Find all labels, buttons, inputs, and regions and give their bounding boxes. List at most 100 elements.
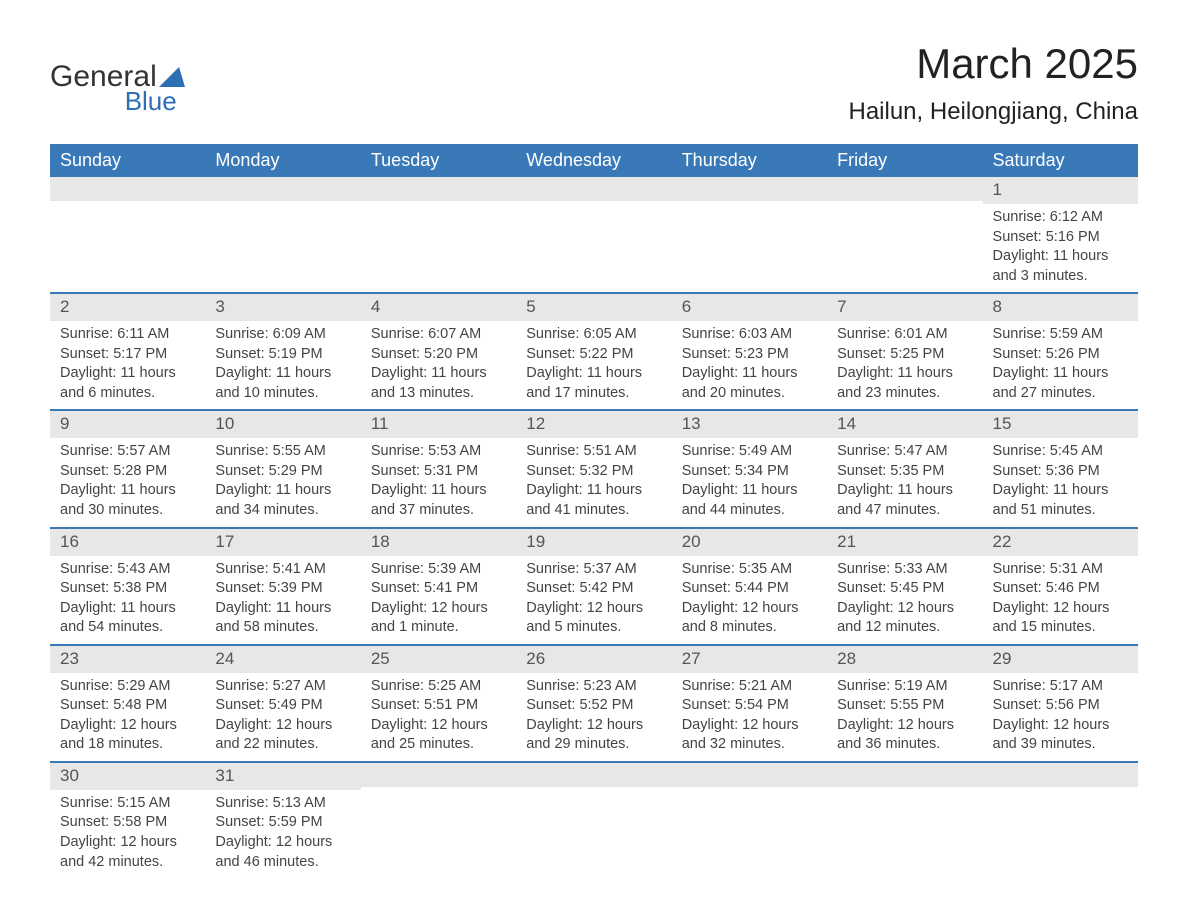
day-details [361, 201, 516, 281]
daylight-line-1: Daylight: 11 hours [60, 481, 195, 501]
day-number: 29 [983, 646, 1138, 673]
daylight-line-1: Daylight: 12 hours [215, 833, 350, 853]
sunset-line: Sunset: 5:32 PM [526, 462, 661, 482]
sunrise-line: Sunrise: 5:33 AM [837, 560, 972, 580]
day-details: Sunrise: 5:31 AMSunset: 5:46 PMDaylight:… [983, 556, 1138, 644]
day-details: Sunrise: 5:35 AMSunset: 5:44 PMDaylight:… [672, 556, 827, 644]
day-number: 12 [516, 411, 671, 438]
day-number: 1 [983, 177, 1138, 204]
day-number [672, 763, 827, 787]
calendar-day: 7Sunrise: 6:01 AMSunset: 5:25 PMDaylight… [827, 294, 982, 409]
day-number [361, 177, 516, 201]
day-details: Sunrise: 5:19 AMSunset: 5:55 PMDaylight:… [827, 673, 982, 761]
calendar-day-empty [827, 177, 982, 292]
day-number: 18 [361, 529, 516, 556]
calendar-day-empty [205, 177, 360, 292]
day-details: Sunrise: 5:27 AMSunset: 5:49 PMDaylight:… [205, 673, 360, 761]
calendar: SundayMondayTuesdayWednesdayThursdayFrid… [50, 144, 1138, 878]
sunrise-line: Sunrise: 5:49 AM [682, 442, 817, 462]
day-details: Sunrise: 6:07 AMSunset: 5:20 PMDaylight:… [361, 321, 516, 409]
sunrise-line: Sunrise: 5:31 AM [993, 560, 1128, 580]
calendar-day: 13Sunrise: 5:49 AMSunset: 5:34 PMDayligh… [672, 411, 827, 526]
sunset-line: Sunset: 5:16 PM [993, 228, 1128, 248]
column-header: Thursday [672, 144, 827, 177]
sunrise-line: Sunrise: 6:01 AM [837, 325, 972, 345]
sunrise-line: Sunrise: 5:13 AM [215, 794, 350, 814]
daylight-line-2: and 20 minutes. [682, 384, 817, 404]
sunset-line: Sunset: 5:28 PM [60, 462, 195, 482]
day-number [361, 763, 516, 787]
sunrise-line: Sunrise: 5:41 AM [215, 560, 350, 580]
sunrise-line: Sunrise: 5:21 AM [682, 677, 817, 697]
day-number: 20 [672, 529, 827, 556]
day-number: 14 [827, 411, 982, 438]
daylight-line-2: and 36 minutes. [837, 735, 972, 755]
daylight-line-2: and 37 minutes. [371, 501, 506, 521]
daylight-line-2: and 41 minutes. [526, 501, 661, 521]
day-number: 24 [205, 646, 360, 673]
daylight-line-1: Daylight: 11 hours [682, 364, 817, 384]
sunset-line: Sunset: 5:31 PM [371, 462, 506, 482]
column-header: Tuesday [361, 144, 516, 177]
sunrise-line: Sunrise: 6:05 AM [526, 325, 661, 345]
calendar-week: 16Sunrise: 5:43 AMSunset: 5:38 PMDayligh… [50, 529, 1138, 646]
daylight-line-1: Daylight: 11 hours [993, 481, 1128, 501]
sunset-line: Sunset: 5:46 PM [993, 579, 1128, 599]
calendar-header-row: SundayMondayTuesdayWednesdayThursdayFrid… [50, 144, 1138, 177]
sunrise-line: Sunrise: 6:09 AM [215, 325, 350, 345]
day-details: Sunrise: 6:03 AMSunset: 5:23 PMDaylight:… [672, 321, 827, 409]
daylight-line-2: and 54 minutes. [60, 618, 195, 638]
page-title: March 2025 [848, 40, 1138, 88]
day-details [672, 787, 827, 797]
daylight-line-2: and 46 minutes. [215, 853, 350, 873]
daylight-line-2: and 44 minutes. [682, 501, 817, 521]
day-details [205, 201, 360, 281]
daylight-line-2: and 34 minutes. [215, 501, 350, 521]
calendar-day: 15Sunrise: 5:45 AMSunset: 5:36 PMDayligh… [983, 411, 1138, 526]
day-details: Sunrise: 5:47 AMSunset: 5:35 PMDaylight:… [827, 438, 982, 526]
day-number: 27 [672, 646, 827, 673]
day-number [827, 177, 982, 201]
calendar-week: 2Sunrise: 6:11 AMSunset: 5:17 PMDaylight… [50, 294, 1138, 411]
daylight-line-1: Daylight: 12 hours [993, 716, 1128, 736]
daylight-line-2: and 42 minutes. [60, 853, 195, 873]
day-details [827, 787, 982, 797]
day-details: Sunrise: 5:23 AMSunset: 5:52 PMDaylight:… [516, 673, 671, 761]
sunset-line: Sunset: 5:26 PM [993, 345, 1128, 365]
daylight-line-2: and 39 minutes. [993, 735, 1128, 755]
day-details: Sunrise: 5:57 AMSunset: 5:28 PMDaylight:… [50, 438, 205, 526]
sunrise-line: Sunrise: 6:12 AM [993, 208, 1128, 228]
calendar-day: 8Sunrise: 5:59 AMSunset: 5:26 PMDaylight… [983, 294, 1138, 409]
calendar-week: 30Sunrise: 5:15 AMSunset: 5:58 PMDayligh… [50, 763, 1138, 878]
sunrise-line: Sunrise: 5:23 AM [526, 677, 661, 697]
sail-icon [159, 67, 185, 87]
daylight-line-1: Daylight: 12 hours [993, 599, 1128, 619]
daylight-line-1: Daylight: 12 hours [371, 599, 506, 619]
daylight-line-2: and 18 minutes. [60, 735, 195, 755]
brand-name-left: General [50, 62, 157, 92]
sunset-line: Sunset: 5:25 PM [837, 345, 972, 365]
calendar-day: 18Sunrise: 5:39 AMSunset: 5:41 PMDayligh… [361, 529, 516, 644]
daylight-line-2: and 29 minutes. [526, 735, 661, 755]
day-details [983, 787, 1138, 797]
daylight-line-1: Daylight: 11 hours [837, 481, 972, 501]
day-details: Sunrise: 5:29 AMSunset: 5:48 PMDaylight:… [50, 673, 205, 761]
day-details: Sunrise: 5:43 AMSunset: 5:38 PMDaylight:… [50, 556, 205, 644]
day-details: Sunrise: 5:53 AMSunset: 5:31 PMDaylight:… [361, 438, 516, 526]
day-details [361, 787, 516, 797]
calendar-day: 26Sunrise: 5:23 AMSunset: 5:52 PMDayligh… [516, 646, 671, 761]
daylight-line-1: Daylight: 12 hours [837, 716, 972, 736]
sunset-line: Sunset: 5:19 PM [215, 345, 350, 365]
daylight-line-1: Daylight: 11 hours [526, 364, 661, 384]
day-details: Sunrise: 5:45 AMSunset: 5:36 PMDaylight:… [983, 438, 1138, 526]
sunset-line: Sunset: 5:17 PM [60, 345, 195, 365]
daylight-line-2: and 6 minutes. [60, 384, 195, 404]
daylight-line-2: and 27 minutes. [993, 384, 1128, 404]
daylight-line-1: Daylight: 12 hours [215, 716, 350, 736]
sunrise-line: Sunrise: 5:29 AM [60, 677, 195, 697]
sunrise-line: Sunrise: 6:11 AM [60, 325, 195, 345]
day-details: Sunrise: 5:21 AMSunset: 5:54 PMDaylight:… [672, 673, 827, 761]
daylight-line-1: Daylight: 12 hours [682, 599, 817, 619]
sunset-line: Sunset: 5:39 PM [215, 579, 350, 599]
daylight-line-1: Daylight: 11 hours [371, 481, 506, 501]
